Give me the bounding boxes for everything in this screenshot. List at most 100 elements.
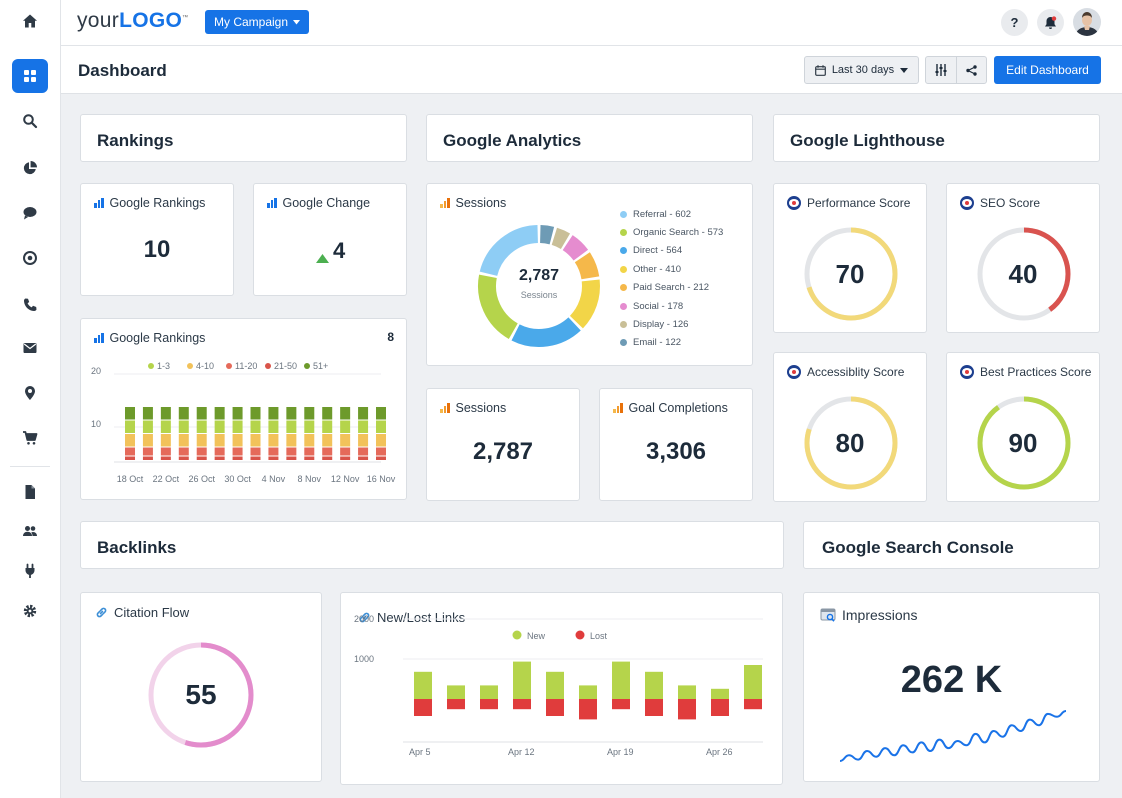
analytics-sessions-card[interactable]: Sessions 2,787 Sessions Referral - 602 Or… — [426, 183, 753, 366]
bar-segment — [340, 434, 351, 447]
search-icon[interactable] — [12, 104, 48, 138]
bell-icon — [1045, 15, 1057, 29]
bar-segment — [142, 456, 153, 460]
mail-icon[interactable] — [12, 331, 48, 365]
citation-flow-card[interactable]: Citation Flow 55 — [80, 592, 322, 782]
x-tick-label: 22 Oct — [153, 474, 180, 484]
legend-item[interactable]: Social - 178 — [620, 297, 723, 315]
section-title: Google Analytics — [443, 131, 582, 150]
backlinks-section-header: Backlinks — [80, 521, 784, 569]
gear-icon[interactable] — [12, 594, 48, 628]
bar-segment — [125, 447, 135, 456]
bar-segment — [268, 434, 279, 447]
legend-item[interactable]: Organic Search - 573 — [620, 223, 723, 241]
caret-down-icon — [900, 67, 909, 73]
legend-item[interactable]: Referral - 602 — [620, 205, 723, 223]
legend-item[interactable]: Paid Search - 212 — [620, 279, 723, 297]
donut-slice — [478, 274, 519, 340]
legend-label: New — [527, 631, 546, 641]
donut-slice — [539, 225, 555, 245]
document-icon[interactable] — [12, 475, 48, 509]
pie-icon[interactable] — [12, 151, 48, 185]
bar-segment — [196, 434, 207, 447]
new-lost-links-chart: New Lost 2000 1000 Apr 5 Apr 12 Apr 19 Apr 26 — [354, 614, 763, 757]
phone-icon[interactable] — [12, 288, 48, 322]
link-icon — [359, 612, 370, 623]
bar-new — [480, 685, 498, 699]
lighthouse-icon — [787, 196, 801, 210]
share-button[interactable] — [955, 57, 987, 83]
bar-lost — [612, 699, 630, 710]
legend-dot — [620, 229, 627, 237]
card-title: SEO Score — [960, 196, 1040, 210]
google-rankings-card[interactable]: Google Rankings 10 — [80, 183, 234, 296]
sessions-legend: Referral - 602 Organic Search - 573 Direct… — [620, 205, 723, 352]
performance-value: 70 — [835, 259, 865, 289]
citation-flow-value: 55 — [185, 679, 217, 710]
bar-segment — [160, 434, 171, 447]
help-button[interactable]: ? — [1001, 9, 1028, 36]
sidebar-divider — [10, 466, 50, 467]
pin-icon[interactable] — [12, 376, 48, 410]
bar-segment — [304, 407, 315, 420]
plug-icon[interactable] — [12, 554, 48, 588]
search-console-section-header: Google Search Console — [803, 521, 1100, 569]
users-icon[interactable] — [12, 514, 48, 548]
gauge-progress — [804, 396, 898, 490]
cart-icon[interactable] — [12, 421, 48, 455]
impressions-sparkline — [839, 710, 1067, 762]
filter-button[interactable] — [926, 57, 956, 83]
seo-score-card[interactable]: SEO Score 40 — [946, 183, 1100, 333]
rankings-section-header: Rankings — [80, 114, 407, 162]
accessibility-score-card[interactable]: Accessiblity Score 80 — [773, 352, 927, 502]
card-title: Google Change — [267, 196, 370, 210]
analytics-icon — [440, 198, 450, 208]
lighthouse-icon — [960, 196, 974, 210]
donut-slice — [569, 279, 600, 329]
impressions-card[interactable]: Impressions 262 K — [803, 592, 1100, 782]
notifications-button[interactable] — [1037, 9, 1064, 36]
rankings-chart-card[interactable]: Google Rankings 8 1-3 4-10 11-20 21-50 51+ 20… — [80, 318, 407, 500]
lighthouse-section-header: Google Lighthouse — [773, 114, 1100, 162]
legend-item[interactable]: Direct - 564 — [620, 242, 723, 260]
bar-segment — [142, 447, 153, 456]
card-title: Goal Completions — [613, 401, 728, 415]
target-icon[interactable] — [12, 241, 48, 275]
performance-score-card[interactable]: Performance Score 70 — [773, 183, 927, 333]
legend-label: Lost — [590, 631, 608, 641]
campaign-dropdown[interactable]: My Campaign — [205, 10, 310, 34]
bar-new — [711, 688, 729, 699]
analytics-section-header: Google Analytics — [426, 114, 753, 162]
bar-segment — [376, 434, 386, 447]
bar-segment — [304, 447, 315, 456]
bar-segment — [358, 407, 369, 420]
home-icon[interactable] — [12, 4, 48, 38]
x-tick-label: 18 Oct — [117, 474, 144, 484]
gauge-progress — [977, 396, 1071, 490]
analytics-icon — [613, 403, 623, 413]
seo-gauge — [977, 227, 1071, 321]
legend-item[interactable]: Other - 410 — [620, 260, 723, 278]
legend-item[interactable]: Display - 126 — [620, 315, 723, 333]
grid-icon[interactable] — [12, 59, 48, 93]
bar-segment — [232, 420, 243, 433]
bar-segment — [125, 420, 135, 433]
legend-label: Direct - 564 — [633, 245, 683, 257]
bar-segment — [322, 456, 333, 460]
goal-completions-card[interactable]: Goal Completions 3,306 — [599, 388, 753, 501]
bar-segment — [232, 434, 243, 447]
sessions-card[interactable]: Sessions 2,787 — [426, 388, 580, 501]
google-change-card[interactable]: Google Change 4 — [253, 183, 407, 296]
date-range-picker[interactable]: Last 30 days — [804, 56, 919, 84]
edit-dashboard-button[interactable]: Edit Dashboard — [994, 56, 1101, 84]
avatar[interactable] — [1073, 8, 1101, 36]
help-icon: ? — [1010, 15, 1019, 30]
chat-icon[interactable] — [12, 196, 48, 230]
logo[interactable]: yourLOGO™ — [77, 9, 189, 32]
bar-segment — [340, 407, 351, 420]
legend-item[interactable]: Email - 122 — [620, 334, 723, 352]
goal-completions-value: 3,306 — [645, 438, 707, 465]
bar-segment — [196, 407, 207, 420]
best-practices-score-card[interactable]: Best Practices Score 90 — [946, 352, 1100, 502]
new-lost-links-card[interactable]: New/Lost Links New Lost 2000 1000 Apr 5 Apr 1… — [340, 592, 783, 785]
